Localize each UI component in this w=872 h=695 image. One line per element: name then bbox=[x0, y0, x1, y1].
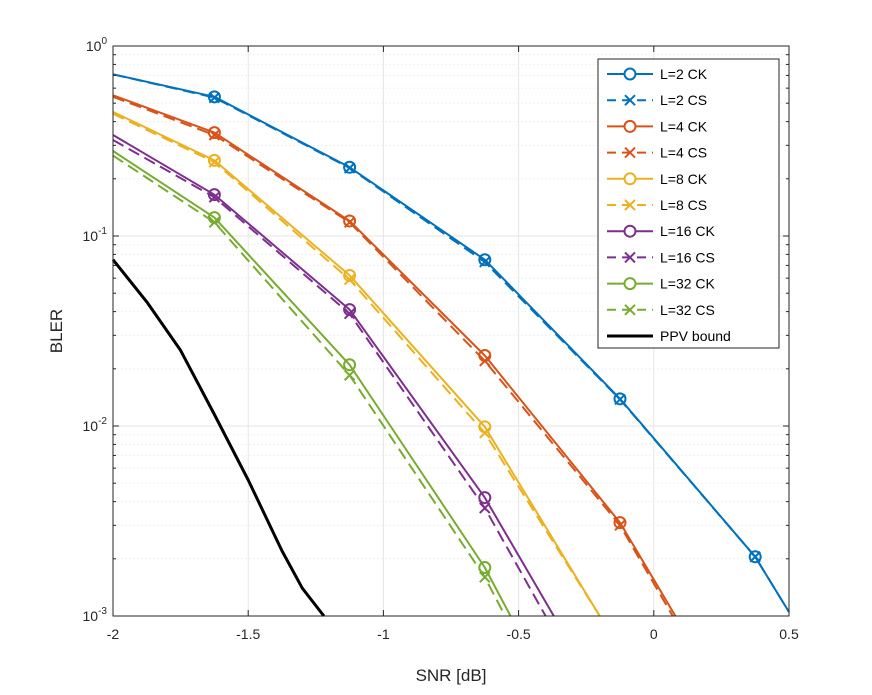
series-line bbox=[112, 134, 555, 617]
data-point bbox=[208, 156, 221, 168]
data-point bbox=[614, 519, 626, 532]
y-tick-label: 10-1 bbox=[83, 226, 108, 244]
legend-label: L=8 CS bbox=[660, 197, 707, 213]
data-point bbox=[343, 216, 356, 229]
data-point bbox=[343, 214, 357, 228]
y-axis-label: BLER bbox=[47, 309, 66, 353]
legend-entry: PPV bound bbox=[607, 328, 731, 344]
data-point bbox=[208, 91, 221, 104]
legend-label: L=2 CS bbox=[660, 92, 707, 108]
legend-label: L=16 CS bbox=[660, 249, 715, 265]
x-tick-label: -1.5 bbox=[236, 626, 260, 642]
legend-label: PPV bound bbox=[660, 328, 731, 344]
series-ppv-bound bbox=[111, 258, 326, 617]
legend-entry: L=32 CS bbox=[607, 302, 715, 318]
legend-entry: L=2 CS bbox=[607, 92, 707, 108]
data-point bbox=[208, 191, 221, 203]
series-layer bbox=[111, 73, 790, 617]
legend-label: L=32 CS bbox=[660, 302, 715, 318]
legend: L=2 CK L=2 CS L=4 CK L=4 CS L=8 CK L=8 CS L=16… bbox=[597, 58, 780, 349]
data-point bbox=[207, 153, 221, 167]
data-point bbox=[343, 358, 357, 372]
data-point bbox=[479, 355, 491, 367]
series-line bbox=[111, 258, 326, 617]
series-l-4-ck bbox=[112, 94, 677, 617]
legend-entry: L=16 CK bbox=[607, 223, 716, 239]
x-tick-label: -1 bbox=[377, 626, 390, 642]
data-point bbox=[478, 491, 492, 505]
series-l-8-cs bbox=[112, 112, 601, 617]
data-point bbox=[479, 427, 491, 439]
series-line bbox=[112, 110, 601, 617]
y-tick-label: 10-3 bbox=[83, 606, 108, 624]
y-tick-label: 10-2 bbox=[83, 416, 108, 434]
axes bbox=[112, 45, 790, 617]
data-point bbox=[208, 129, 221, 141]
legend-marker bbox=[624, 146, 636, 159]
data-point bbox=[343, 273, 356, 286]
data-point bbox=[207, 126, 221, 140]
legend-entry: L=4 CK bbox=[607, 118, 708, 134]
legend-marker bbox=[623, 224, 637, 238]
data-point bbox=[478, 253, 492, 267]
legend-entry: L=16 CS bbox=[607, 249, 715, 265]
data-point bbox=[479, 571, 491, 583]
legend-marker bbox=[624, 304, 636, 316]
series-l-32-ck bbox=[112, 150, 512, 617]
data-point bbox=[479, 256, 491, 268]
series-l-4-cs bbox=[112, 95, 674, 617]
legend-marker bbox=[623, 277, 637, 291]
legend-entry: L=8 CS bbox=[607, 197, 707, 213]
legend-label: L=4 CK bbox=[660, 118, 708, 134]
x-tick-label: 0.5 bbox=[779, 626, 799, 642]
legend-label: L=8 CK bbox=[660, 171, 708, 187]
legend-label: L=2 CK bbox=[660, 66, 708, 82]
series-l-16-cs bbox=[112, 139, 547, 617]
axes-frame bbox=[112, 45, 790, 617]
legend-marker bbox=[624, 94, 636, 106]
data-point bbox=[613, 392, 627, 406]
data-point bbox=[208, 216, 221, 229]
data-point bbox=[343, 162, 356, 174]
series-line bbox=[112, 150, 512, 617]
x-tick-label: -0.5 bbox=[507, 626, 531, 642]
legend-label: L=32 CK bbox=[660, 276, 716, 292]
data-point bbox=[343, 369, 356, 381]
legend-label: L=4 CS bbox=[660, 145, 707, 161]
series-l-2-cs bbox=[112, 73, 790, 613]
legend-entry: L=8 CK bbox=[607, 171, 708, 187]
data-point bbox=[748, 550, 762, 564]
series-line bbox=[112, 94, 677, 617]
data-point bbox=[343, 307, 356, 320]
x-tick-label: 0 bbox=[650, 626, 658, 642]
series-line bbox=[112, 95, 674, 617]
legend-entry: L=32 CK bbox=[607, 276, 716, 292]
data-point bbox=[614, 393, 626, 406]
data-point bbox=[343, 160, 357, 174]
y-tick-label: 100 bbox=[86, 36, 108, 54]
legend-marker bbox=[623, 67, 637, 81]
data-point bbox=[749, 551, 761, 563]
legend-marker bbox=[623, 172, 637, 186]
series-l-32-cs bbox=[112, 154, 506, 617]
legend-marker bbox=[624, 251, 636, 264]
legend-label: L=16 CK bbox=[660, 223, 716, 239]
x-tick-label: -2 bbox=[107, 626, 120, 642]
legend-marker bbox=[623, 119, 637, 133]
tick-labels: -2 -1.5 -1 -0.5 0 0.5 10-3 10-2 10-1 100 bbox=[83, 36, 799, 642]
legend-entry: L=2 CK bbox=[607, 66, 708, 82]
data-point bbox=[478, 560, 492, 574]
x-axis-label: SNR [dB] bbox=[416, 666, 487, 685]
legend-entry: L=4 CS bbox=[607, 145, 707, 161]
data-point bbox=[479, 502, 491, 514]
data-point bbox=[613, 516, 627, 530]
legend-marker bbox=[624, 199, 636, 211]
